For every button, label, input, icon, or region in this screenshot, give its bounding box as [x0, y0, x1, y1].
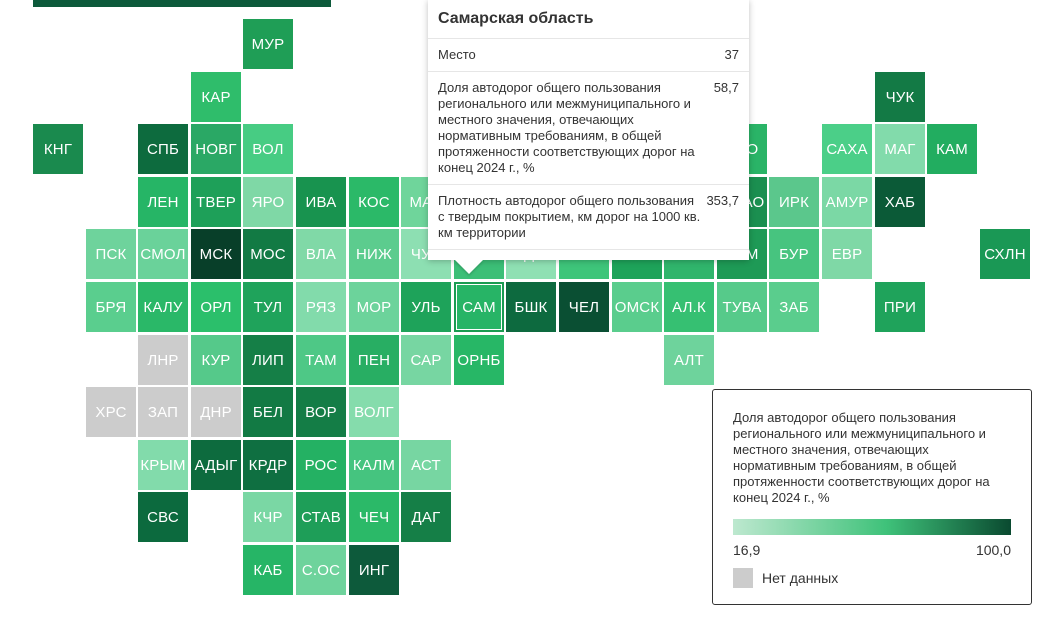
header-bar — [33, 0, 331, 7]
tooltip-row-share: Доля автодорог общего пользования регион… — [428, 72, 749, 185]
tooltip-row-label: Плотность автодорог общего пользования с… — [438, 193, 701, 240]
region-tile-кнг[interactable]: КНГ — [33, 124, 83, 174]
region-tile-спб[interactable]: СПБ — [138, 124, 188, 174]
region-tile-адыг[interactable]: АДЫГ — [191, 440, 241, 490]
region-tile-крым[interactable]: КРЫМ — [138, 440, 188, 490]
tooltip-row-label: Место — [438, 47, 476, 62]
tooltip-row-label: Доля автодорог общего пользования регион… — [438, 80, 695, 175]
region-tile-смол[interactable]: СМОЛ — [138, 229, 188, 279]
region-tile-маг[interactable]: МАГ — [875, 124, 925, 174]
region-tile-саха[interactable]: САХА — [822, 124, 872, 174]
region-tile-орнб[interactable]: ОРНБ — [454, 335, 504, 385]
region-tile-кам[interactable]: КАМ — [927, 124, 977, 174]
region-tile-ал.к[interactable]: АЛ.К — [664, 282, 714, 332]
map-legend: Доля автодорог общего пользования регион… — [712, 389, 1032, 605]
tooltip-row-value: 353,7 — [706, 193, 739, 208]
region-tile-мор[interactable]: МОР — [349, 282, 399, 332]
tooltip-row-density: Плотность автодорог общего пользования с… — [428, 185, 749, 250]
region-tile-с.ос[interactable]: С.ОС — [296, 545, 346, 595]
region-tile-даг[interactable]: ДАГ — [401, 492, 451, 542]
region-tile-кур[interactable]: КУР — [191, 335, 241, 385]
region-tile-при[interactable]: ПРИ — [875, 282, 925, 332]
region-tile-омск[interactable]: ОМСК — [612, 282, 662, 332]
region-tile-рос[interactable]: РОС — [296, 440, 346, 490]
legend-min-label: 16,9 — [733, 542, 761, 558]
region-tile-евр[interactable]: ЕВР — [822, 229, 872, 279]
tooltip-row-value: 58,7 — [713, 80, 739, 95]
region-tile-тува[interactable]: ТУВА — [717, 282, 767, 332]
region-tile-кчр[interactable]: КЧР — [243, 492, 293, 542]
legend-no-data: Нет данных — [733, 568, 1011, 588]
region-tile-ряз[interactable]: РЯЗ — [296, 282, 346, 332]
region-tile-мур[interactable]: МУР — [243, 19, 293, 69]
region-tile-твер[interactable]: ТВЕР — [191, 177, 241, 227]
no-data-swatch — [733, 568, 753, 588]
region-tile-уль[interactable]: УЛЬ — [401, 282, 451, 332]
region-tile-бря[interactable]: БРЯ — [86, 282, 136, 332]
region-tile-аст[interactable]: АСТ — [401, 440, 451, 490]
no-data-label: Нет данных — [762, 570, 839, 586]
region-tile-чеч[interactable]: ЧЕЧ — [349, 492, 399, 542]
region-tile-кар[interactable]: КАР — [191, 72, 241, 122]
legend-max-label: 100,0 — [975, 542, 1011, 558]
region-tile-сар[interactable]: САР — [401, 335, 451, 385]
region-tile-бур[interactable]: БУР — [769, 229, 819, 279]
region-tile-орл[interactable]: ОРЛ — [191, 282, 241, 332]
region-tile-каб[interactable]: КАБ — [243, 545, 293, 595]
region-tile-заб[interactable]: ЗАБ — [769, 282, 819, 332]
tooltip-title: Самарская область — [428, 0, 749, 39]
region-tile-там[interactable]: ТАМ — [296, 335, 346, 385]
region-tile-мск[interactable]: МСК — [191, 229, 241, 279]
region-tile-лен[interactable]: ЛЕН — [138, 177, 188, 227]
region-tile-хрс[interactable]: ХРС — [86, 387, 136, 437]
region-tile-чук[interactable]: ЧУК — [875, 72, 925, 122]
region-tile-волг[interactable]: ВОЛГ — [349, 387, 399, 437]
region-tile-днр[interactable]: ДНР — [191, 387, 241, 437]
region-tile-сам[interactable]: САМ — [454, 282, 504, 332]
region-tile-кос[interactable]: КОС — [349, 177, 399, 227]
region-tile-амур[interactable]: АМУР — [822, 177, 872, 227]
region-tile-ива[interactable]: ИВА — [296, 177, 346, 227]
region-tile-калм[interactable]: КАЛМ — [349, 440, 399, 490]
legend-title: Доля автодорог общего пользования регион… — [733, 410, 990, 505]
region-tile-ниж[interactable]: НИЖ — [349, 229, 399, 279]
region-tile-вол[interactable]: ВОЛ — [243, 124, 293, 174]
region-tile-лнр[interactable]: ЛНР — [138, 335, 188, 385]
legend-gradient-bar — [733, 519, 1011, 535]
region-tile-яро[interactable]: ЯРО — [243, 177, 293, 227]
region-tile-вла[interactable]: ВЛА — [296, 229, 346, 279]
region-tile-бшк[interactable]: БШК — [506, 282, 556, 332]
tooltip-arrow — [455, 260, 483, 274]
region-tile-ирк[interactable]: ИРК — [769, 177, 819, 227]
region-tile-хаб[interactable]: ХАБ — [875, 177, 925, 227]
region-tile-схлн[interactable]: СХЛН — [980, 229, 1030, 279]
tooltip-row-rank: Место 37 — [428, 39, 749, 72]
region-tile-пен[interactable]: ПЕН — [349, 335, 399, 385]
region-tile-зап[interactable]: ЗАП — [138, 387, 188, 437]
region-tile-вор[interactable]: ВОР — [296, 387, 346, 437]
tooltip-row-value: 37 — [724, 47, 739, 62]
region-tile-лип[interactable]: ЛИП — [243, 335, 293, 385]
region-tile-крдр[interactable]: КРДР — [243, 440, 293, 490]
region-tooltip: Самарская область Место 37 Доля автодоро… — [428, 0, 749, 274]
region-tile-калу[interactable]: КАЛУ — [138, 282, 188, 332]
region-tile-мос[interactable]: МОС — [243, 229, 293, 279]
region-tile-новг[interactable]: НОВГ — [191, 124, 241, 174]
region-tile-чел[interactable]: ЧЕЛ — [559, 282, 609, 332]
legend-scale: 16,9 100,0 — [733, 542, 1011, 558]
region-tile-став[interactable]: СТАВ — [296, 492, 346, 542]
region-tile-инг[interactable]: ИНГ — [349, 545, 399, 595]
region-tile-алт[interactable]: АЛТ — [664, 335, 714, 385]
region-tile-пск[interactable]: ПСК — [86, 229, 136, 279]
region-tile-тул[interactable]: ТУЛ — [243, 282, 293, 332]
region-tile-свс[interactable]: СВС — [138, 492, 188, 542]
region-tile-бел[interactable]: БЕЛ — [243, 387, 293, 437]
